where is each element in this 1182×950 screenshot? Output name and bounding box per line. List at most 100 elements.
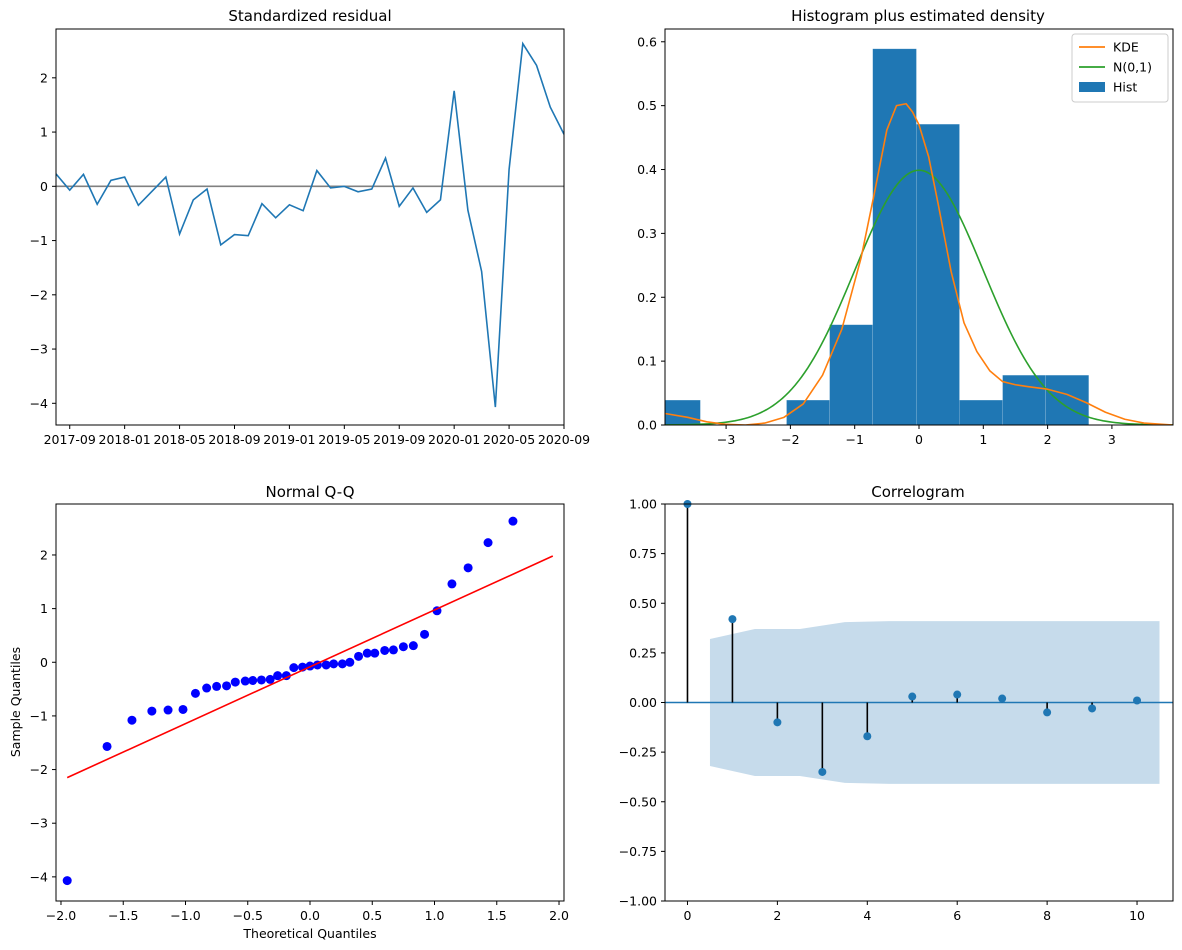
qq-point <box>463 563 473 573</box>
qq-point <box>447 579 457 589</box>
acf-marker <box>863 732 872 741</box>
qq-point <box>321 660 331 670</box>
residual-y-tick-label: −1 <box>30 233 48 248</box>
residual-x-tick-label: 2018-09 <box>208 432 260 447</box>
normal-density-line <box>665 169 1173 425</box>
hist-y-tick-label: 0.1 <box>637 354 657 369</box>
qq-point <box>337 659 347 669</box>
hist-y-tick-label: 0.0 <box>637 418 657 433</box>
residual-x-tick-label: 2019-01 <box>263 432 315 447</box>
residual-x-tick-label: 2020-01 <box>428 432 480 447</box>
qq-y-tick-label: −1 <box>30 708 48 723</box>
hist-x-tick-label: 1 <box>979 432 987 447</box>
histogram-bar <box>829 324 874 425</box>
acf-marker <box>818 767 827 776</box>
residual-x-tick-label: 2019-09 <box>373 432 425 447</box>
hist-x-tick-label: −3 <box>717 432 735 447</box>
histogram-bar <box>916 123 960 425</box>
qq-point <box>329 659 339 669</box>
qq-point <box>190 688 200 698</box>
legend-swatch-hist <box>1079 82 1105 92</box>
hist-x-tick-label: 3 <box>1108 432 1116 447</box>
acf-x-tick-label: 0 <box>684 908 692 923</box>
qq-x-tick-label: 2.0 <box>549 908 569 923</box>
qq-point <box>408 641 418 651</box>
qq-point <box>102 741 112 751</box>
normal-qq-frame <box>55 503 565 902</box>
acf-x-tick-label: 2 <box>773 908 781 923</box>
acf-marker <box>1043 708 1052 717</box>
hist-y-tick-label: 0.5 <box>637 98 657 113</box>
qq-point <box>265 674 275 684</box>
qq-point <box>127 715 137 725</box>
qq-point <box>163 705 173 715</box>
qq-point <box>388 645 398 655</box>
legend-label: N(0,1) <box>1113 60 1152 75</box>
acf-y-tick-label: 0.75 <box>629 546 657 561</box>
residual-y-tick-label: 2 <box>40 70 48 85</box>
legend-label: Hist <box>1113 80 1137 95</box>
qq-x-tick-label: −1.5 <box>108 908 138 923</box>
acf-y-tick-label: 0.00 <box>629 695 657 710</box>
qq-point <box>248 676 258 686</box>
residual-x-tick-label: 2018-01 <box>99 432 151 447</box>
hist-x-tick-label: 0 <box>915 432 923 447</box>
histogram-title: Histogram plus estimated density <box>791 7 1045 25</box>
correlogram-frame <box>664 503 1174 902</box>
residual-y-tick-label: −2 <box>30 287 48 302</box>
qq-point <box>178 704 188 714</box>
acf-marker <box>998 694 1007 703</box>
standardized-residual-frame <box>55 28 565 426</box>
acf-y-tick-label: 0.50 <box>629 596 657 611</box>
acf-x-tick-label: 4 <box>863 908 871 923</box>
acf-y-tick-label: 0.25 <box>629 645 657 660</box>
histogram-bar <box>1045 374 1090 425</box>
qq-x-axis-label: Theoretical Quantiles <box>242 926 376 941</box>
histogram-panel: Histogram plus estimated density 0.0 0.1 0… <box>637 7 1174 447</box>
normal-qq-title: Normal Q-Q <box>265 483 354 501</box>
qq-y-tick-label: 1 <box>40 601 48 616</box>
standardized-residual-panel: Standardized residual −4 −3 −2 −1 0 1 2 2017-09… <box>30 7 591 447</box>
histogram-bar <box>665 399 701 425</box>
normal-qq-panel: Normal Q-Q −4 −3 −2 −1 0 1 2 −2.0 −1.5 −1.0 −0.5 0.… <box>8 483 569 941</box>
qq-y-axis-label: Sample Quantiles <box>8 647 23 757</box>
histogram-bar <box>872 48 917 425</box>
qq-point <box>273 671 283 681</box>
qq-x-tick-label: 1.5 <box>487 908 507 923</box>
acf-marker <box>773 718 782 727</box>
qq-y-tick-label: 0 <box>40 655 48 670</box>
residual-x-tick-label: 2018-05 <box>153 432 205 447</box>
qq-point <box>62 876 72 886</box>
acf-x-tick-label: 8 <box>1043 908 1051 923</box>
hist-plot-area <box>665 48 1173 425</box>
hist-x-tick-label: 2 <box>1044 432 1052 447</box>
correlogram-title: Correlogram <box>871 483 964 501</box>
qq-point <box>508 516 518 526</box>
qq-point <box>354 651 364 661</box>
hist-y-tick-label: 0.3 <box>637 226 657 241</box>
residual-y-tick-label: −4 <box>30 396 48 411</box>
qq-point <box>147 706 157 716</box>
qq-point <box>370 648 380 658</box>
acf-y-tick-label: 1.00 <box>629 497 657 512</box>
legend-label: KDE <box>1113 40 1139 55</box>
acf-marker <box>1133 696 1142 705</box>
residual-y-tick-label: 0 <box>40 179 48 194</box>
acf-y-tick-label: −0.50 <box>619 794 657 809</box>
qq-point <box>212 681 222 691</box>
standardized-residual-title: Standardized residual <box>228 7 391 25</box>
residual-y-tick-label: −3 <box>30 342 48 357</box>
qq-point <box>362 648 372 658</box>
qq-point <box>256 675 266 685</box>
qq-point <box>380 645 390 655</box>
histogram-legend: KDE N(0,1) Hist <box>1071 33 1169 103</box>
residual-y-tick-label: 1 <box>40 125 48 140</box>
qq-y-tick-label: −4 <box>30 869 48 884</box>
qq-x-tick-label: −0.5 <box>233 908 263 923</box>
kde-line <box>665 102 1173 425</box>
qq-point <box>289 663 299 673</box>
acf-y-tick-label: −1.00 <box>619 894 657 909</box>
qq-point <box>398 642 408 652</box>
residual-x-tick-label: 2020-09 <box>538 432 590 447</box>
hist-x-tick-label: −2 <box>781 432 799 447</box>
